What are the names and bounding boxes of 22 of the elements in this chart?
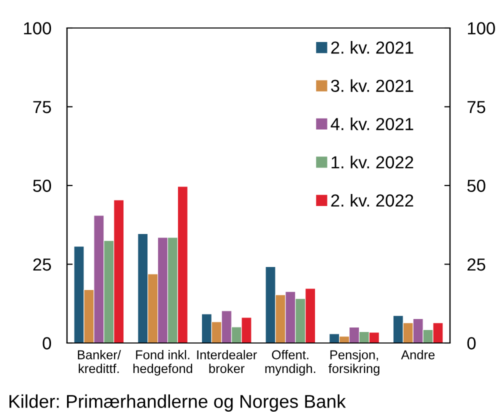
legend-label: 4. kv. 2021 bbox=[330, 117, 414, 130]
y2-tick-label: 75 bbox=[468, 101, 486, 114]
x-tick-label: Offent. myndigh. bbox=[265, 350, 316, 376]
legend-label: 1. kv. 2022 bbox=[332, 156, 414, 168]
y2-tick-label: 100 bbox=[468, 22, 495, 34]
legend-label: 3. kv. 2021 bbox=[331, 79, 414, 92]
legend-label: 2. kv. 2021 bbox=[331, 41, 414, 54]
y-tick-label: 0 bbox=[42, 337, 52, 350]
y-tick-label: 25 bbox=[33, 258, 51, 271]
y2-tick-label: 50 bbox=[467, 180, 486, 192]
x-tick-label: Fond inkl. hedgefond bbox=[133, 350, 192, 376]
x-tick-label: Banker/ kredittf. bbox=[78, 350, 121, 374]
x-tick-label: Interdealer broker bbox=[197, 350, 257, 374]
y-tick-label: 100 bbox=[24, 22, 52, 34]
y2-tick-label: 0 bbox=[467, 337, 476, 350]
x-tick-label: Pensjon, forsikring bbox=[328, 350, 380, 376]
y2-tick-label: 25 bbox=[468, 258, 486, 271]
x-tick-label: Andre bbox=[401, 350, 435, 360]
y-tick-label: 75 bbox=[33, 101, 51, 114]
legend-label: 2. kv. 2022 bbox=[331, 194, 414, 207]
text: Kilder: Primærhandlerne og Norges Bank bbox=[10, 394, 346, 412]
y-tick-label: 50 bbox=[33, 180, 52, 192]
